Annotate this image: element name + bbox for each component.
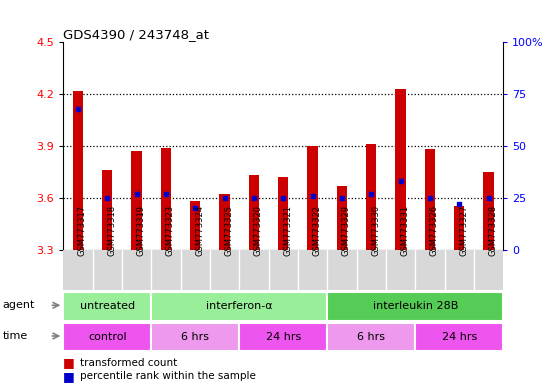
- Bar: [63, 323, 151, 351]
- Text: control: control: [88, 332, 126, 342]
- Bar: [102, 170, 112, 250]
- Text: GSM773329: GSM773329: [342, 205, 351, 256]
- Text: GSM773321: GSM773321: [283, 205, 292, 256]
- Text: GSM773323: GSM773323: [166, 205, 175, 256]
- Bar: [454, 207, 464, 250]
- Bar: [327, 292, 503, 321]
- Text: GDS4390 / 243748_at: GDS4390 / 243748_at: [63, 28, 209, 41]
- Text: ■: ■: [63, 356, 75, 369]
- Bar: [63, 292, 151, 321]
- Text: GSM773319: GSM773319: [136, 205, 146, 256]
- Bar: [219, 194, 230, 250]
- Bar: [337, 186, 347, 250]
- Text: GSM773324: GSM773324: [195, 205, 204, 256]
- Text: transformed count: transformed count: [80, 358, 177, 368]
- Text: GSM773325: GSM773325: [224, 205, 234, 256]
- Text: percentile rank within the sample: percentile rank within the sample: [80, 371, 256, 381]
- Bar: [483, 172, 494, 250]
- Text: interleukin 28B: interleukin 28B: [372, 301, 458, 311]
- Text: agent: agent: [3, 300, 35, 310]
- Bar: [131, 151, 142, 250]
- Text: 24 hrs: 24 hrs: [442, 332, 477, 342]
- Bar: [278, 177, 288, 250]
- Text: time: time: [3, 331, 28, 341]
- Bar: [366, 144, 376, 250]
- Text: GSM773330: GSM773330: [371, 205, 380, 256]
- Bar: [307, 146, 318, 250]
- Text: 6 hrs: 6 hrs: [182, 332, 209, 342]
- Text: ■: ■: [63, 370, 75, 383]
- Text: 24 hrs: 24 hrs: [266, 332, 301, 342]
- Bar: [161, 147, 171, 250]
- Bar: [73, 91, 83, 250]
- Bar: [151, 323, 239, 351]
- Bar: [190, 201, 200, 250]
- Bar: [415, 323, 503, 351]
- Bar: [151, 292, 327, 321]
- Text: GSM773327: GSM773327: [459, 205, 468, 256]
- Text: GSM773326: GSM773326: [430, 205, 439, 256]
- Text: 6 hrs: 6 hrs: [358, 332, 385, 342]
- Text: interferon-α: interferon-α: [206, 301, 273, 311]
- Text: GSM773317: GSM773317: [78, 205, 87, 256]
- Text: GSM773318: GSM773318: [107, 205, 116, 256]
- Text: GSM773320: GSM773320: [254, 205, 263, 256]
- Bar: [249, 175, 259, 250]
- Bar: [425, 149, 435, 250]
- Bar: [327, 323, 415, 351]
- Text: untreated: untreated: [80, 301, 135, 311]
- Bar: [395, 89, 406, 250]
- Text: GSM773322: GSM773322: [312, 205, 322, 256]
- Text: GSM773331: GSM773331: [400, 205, 410, 256]
- Text: GSM773328: GSM773328: [488, 205, 498, 256]
- Bar: [239, 323, 327, 351]
